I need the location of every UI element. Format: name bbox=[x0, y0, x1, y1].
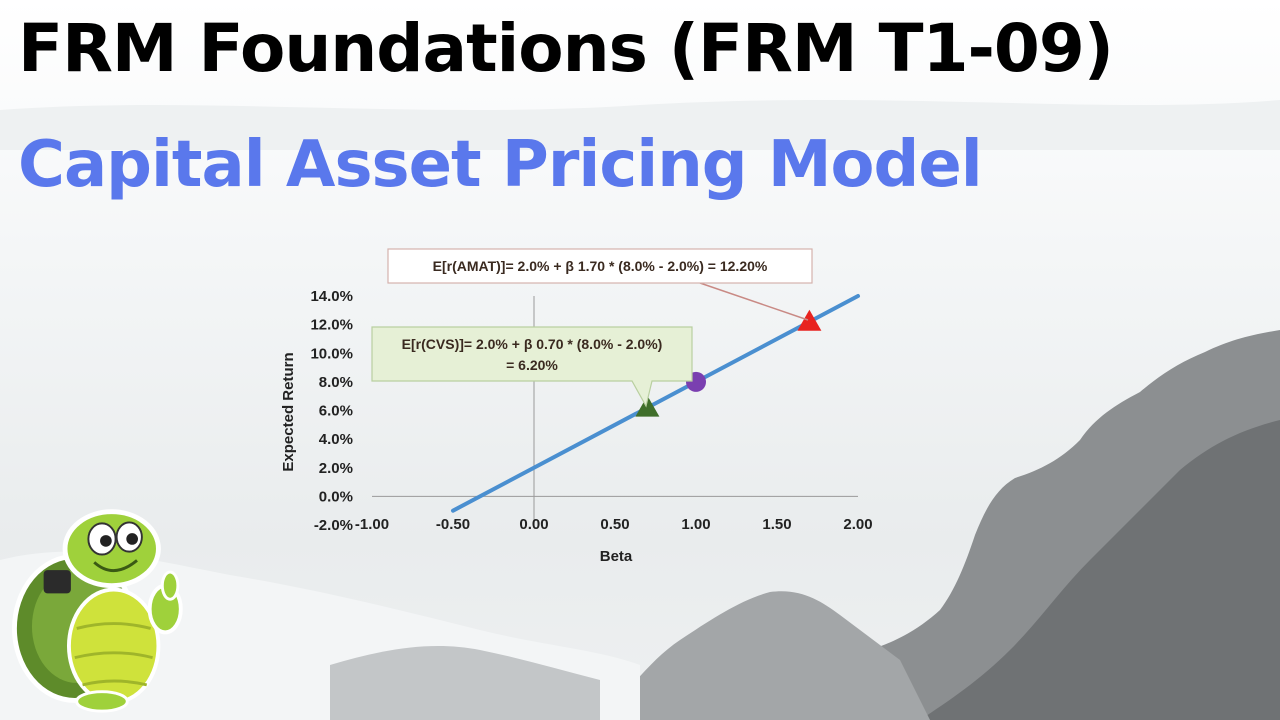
y-tick-label: 4.0% bbox=[319, 431, 353, 448]
x-tick-label: -0.50 bbox=[436, 516, 470, 533]
y-tick-label: 14.0% bbox=[310, 288, 353, 305]
turtle-thumb bbox=[160, 570, 180, 601]
series-group bbox=[451, 294, 860, 513]
y-tick-label: -2.0% bbox=[314, 517, 353, 534]
page-title: FRM Foundations (FRM T1-09) bbox=[18, 10, 1114, 87]
y-tick-label: 12.0% bbox=[310, 317, 353, 334]
annotation-amat-text: E[r(AMAT)]= 2.0% + β 1.70 * (8.0% - 2.0%… bbox=[433, 258, 768, 274]
turtle-mascot-logo bbox=[12, 509, 183, 713]
annotation-cvs: E[r(CVS)]= 2.0% + β 0.70 * (8.0% - 2.0%)… bbox=[371, 326, 693, 408]
y-tick-label: 10.0% bbox=[310, 345, 353, 362]
data-point-triangle bbox=[797, 309, 822, 331]
cliff-shadow bbox=[920, 420, 1280, 720]
x-tick-label: 0.00 bbox=[519, 516, 548, 533]
x-tick-label: 1.50 bbox=[762, 516, 791, 533]
y-axis-label: Expected Return bbox=[280, 352, 297, 471]
y-tick-label: 6.0% bbox=[319, 403, 353, 420]
y-tick-labels: -2.0% 0.0% 2.0% 4.0% 6.0% 8.0% 10.0% 12.0% 14.0% bbox=[310, 288, 353, 534]
page-subtitle: Capital Asset Pricing Model bbox=[18, 128, 983, 202]
turtle-belly-lines bbox=[74, 622, 153, 687]
security-market-line bbox=[451, 294, 860, 513]
turtle-mouth bbox=[93, 559, 138, 573]
turtle-foot bbox=[75, 690, 129, 713]
turtle-pupil-left bbox=[100, 535, 112, 547]
turtle-badge bbox=[43, 570, 71, 594]
x-tick-label: -1.00 bbox=[355, 516, 389, 533]
data-point-triangle bbox=[635, 395, 660, 417]
x-tick-label: 1.00 bbox=[681, 516, 710, 533]
y-tick-label: 8.0% bbox=[319, 374, 353, 391]
annotation-amat-leader bbox=[699, 282, 809, 321]
y-tick-label: 2.0% bbox=[319, 460, 353, 477]
x-tick-labels: -1.00 -0.50 0.00 0.50 1.00 1.50 2.00 bbox=[355, 516, 873, 533]
annotation-cvs-line-1: E[r(CVS)]= 2.0% + β 0.70 * (8.0% - 2.0%) bbox=[402, 336, 663, 352]
x-tick-label: 0.50 bbox=[600, 516, 629, 533]
y-tick-label: 0.0% bbox=[319, 488, 353, 505]
annotation-cvs-box bbox=[371, 326, 693, 408]
annotation-amat-box bbox=[387, 248, 813, 284]
wave-dark bbox=[330, 645, 600, 720]
foreground-rocks bbox=[600, 591, 930, 720]
x-axis-label: Beta bbox=[600, 548, 633, 565]
x-tick-label: 2.00 bbox=[843, 516, 872, 533]
annotation-amat: E[r(AMAT)]= 2.0% + β 1.70 * (8.0% - 2.0%… bbox=[387, 248, 813, 321]
turtle-pupil-right bbox=[126, 533, 138, 545]
mist-band bbox=[0, 100, 1280, 150]
annotation-cvs-line-2: = 6.20% bbox=[506, 357, 558, 373]
